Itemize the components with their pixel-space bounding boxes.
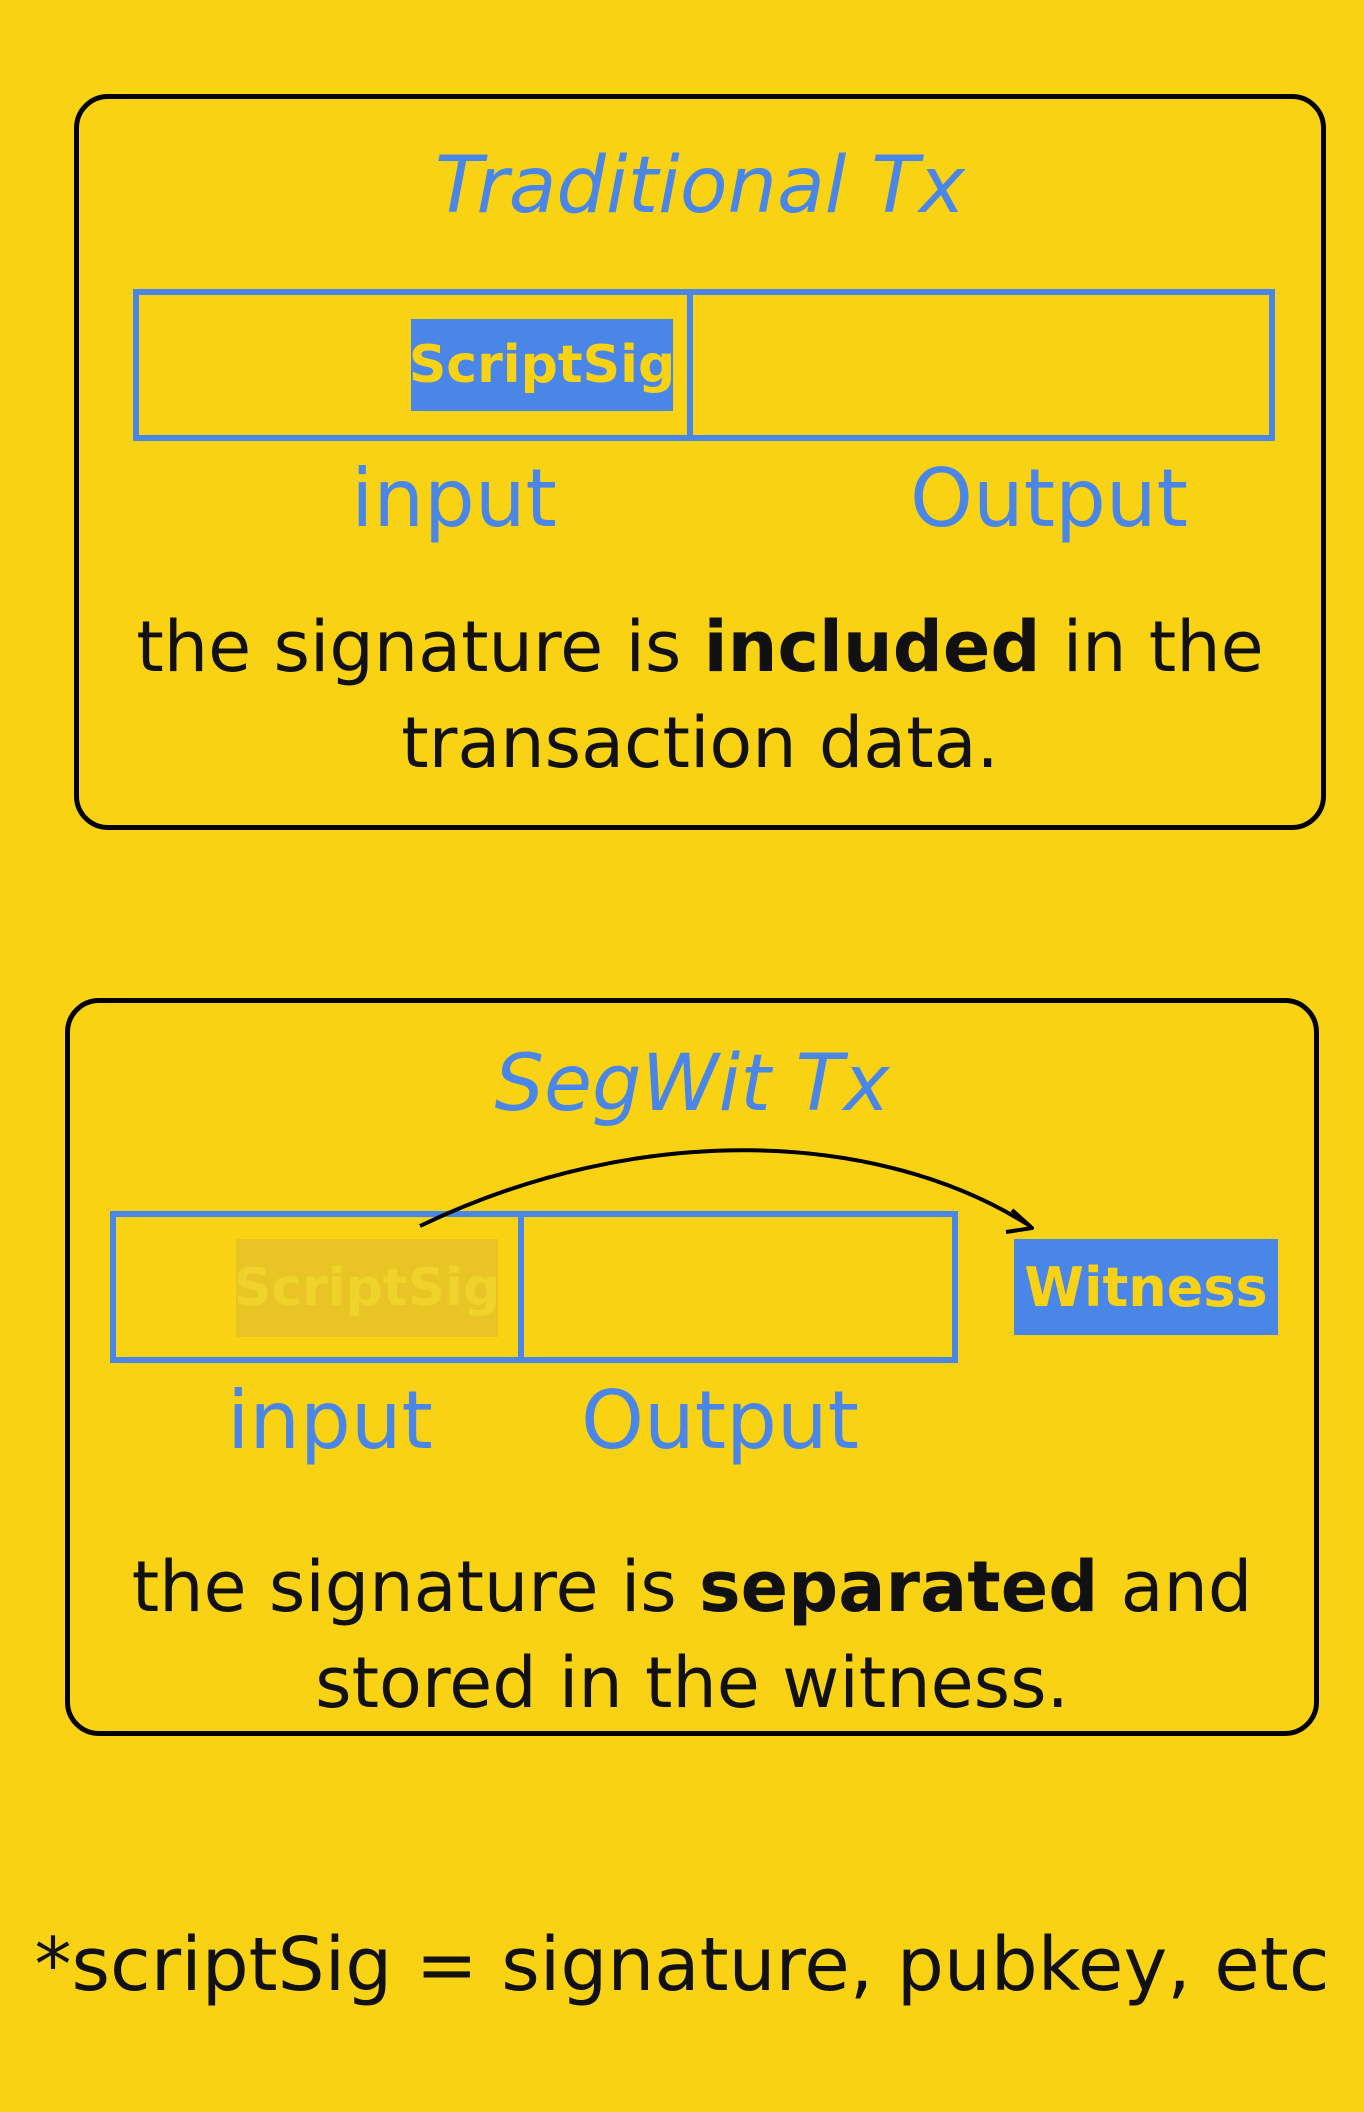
footnote: *scriptSig = signature, pubkey, etc bbox=[34, 1922, 1330, 2008]
segwit-tx-box: ScriptSig bbox=[110, 1211, 958, 1363]
desc-text-bold: included bbox=[703, 606, 1041, 688]
desc-text-pre: the signature is bbox=[136, 606, 704, 688]
traditional-tx-panel: Traditional Tx ScriptSig input Output th… bbox=[74, 94, 1326, 830]
desc-text-post: in the transaction data. bbox=[401, 606, 1264, 784]
desc-text-pre: the signature is bbox=[131, 1546, 700, 1628]
witness-tag: Witness bbox=[1014, 1239, 1278, 1335]
output-label: Output bbox=[910, 452, 1188, 545]
segwit-tx-panel: SegWit Tx ScriptSig Witness input Output… bbox=[65, 998, 1319, 1736]
scriptsig-tag: ScriptSig bbox=[409, 319, 675, 411]
output-cell bbox=[518, 1217, 952, 1357]
scriptsig-faded-tag: ScriptSig bbox=[234, 1239, 500, 1337]
output-cell bbox=[687, 295, 1275, 435]
segwit-tx-title: SegWit Tx bbox=[494, 1039, 890, 1129]
input-label: input bbox=[227, 1374, 433, 1467]
arrow-curve bbox=[419, 1148, 1032, 1228]
traditional-description: the signature is included in the transac… bbox=[79, 599, 1321, 791]
desc-text-bold: separated bbox=[699, 1546, 1099, 1628]
output-label: Output bbox=[581, 1374, 859, 1467]
segwit-description: the signature is separated and stored in… bbox=[70, 1539, 1314, 1731]
traditional-tx-title: Traditional Tx bbox=[434, 141, 966, 231]
traditional-tx-box: ScriptSig bbox=[133, 289, 1275, 441]
input-label: input bbox=[351, 452, 557, 545]
arrow-head-icon bbox=[1005, 1208, 1034, 1234]
desc-text-post: and stored in the witness. bbox=[315, 1546, 1253, 1724]
